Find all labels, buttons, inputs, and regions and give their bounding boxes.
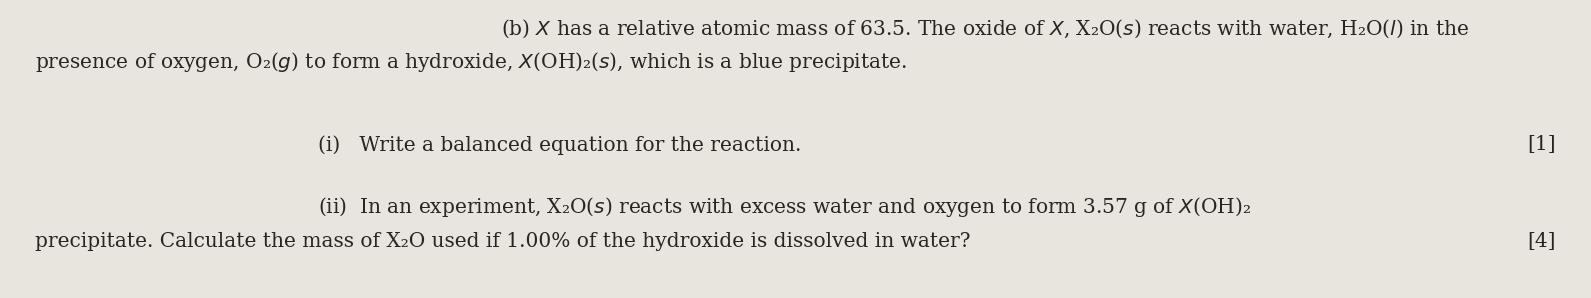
Text: presence of oxygen, O₂($\mathit{g}$) to form a hydroxide, $\mathit{X}$(OH)₂($\ma: presence of oxygen, O₂($\mathit{g}$) to … bbox=[35, 50, 907, 74]
Text: [1]: [1] bbox=[1527, 135, 1556, 154]
Text: (ii)  In an experiment, X₂O($\mathit{s}$) reacts with excess water and oxygen to: (ii) In an experiment, X₂O($\mathit{s}$)… bbox=[318, 195, 1251, 219]
Text: (b) $\mathit{X}$ has a relative atomic mass of 63.5. The oxide of $\mathit{X}$, : (b) $\mathit{X}$ has a relative atomic m… bbox=[501, 18, 1470, 41]
Text: precipitate. Calculate the mass of X₂O used if 1.00% of the hydroxide is dissolv: precipitate. Calculate the mass of X₂O u… bbox=[35, 232, 971, 251]
Text: [4]: [4] bbox=[1527, 232, 1556, 251]
Text: (i)   Write a balanced equation for the reaction.: (i) Write a balanced equation for the re… bbox=[318, 135, 802, 155]
